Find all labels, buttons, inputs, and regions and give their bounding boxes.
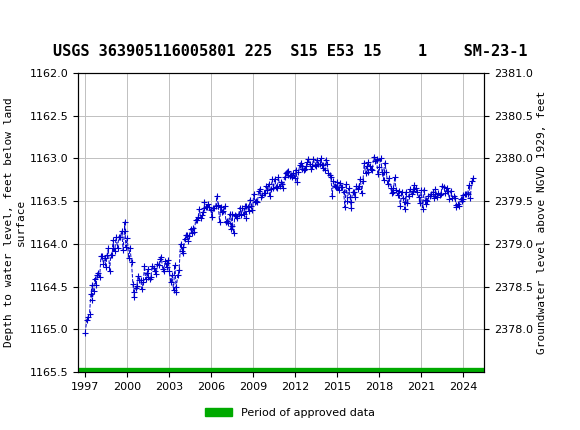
Legend: Period of approved data: Period of approved data (200, 403, 380, 422)
Text: USGS 363905116005801 225  S15 E53 15    1    SM-23-1: USGS 363905116005801 225 S15 E53 15 1 SM… (53, 44, 527, 59)
Text: ╳USGS: ╳USGS (9, 12, 63, 33)
Y-axis label: Groundwater level above NGVD 1929, feet: Groundwater level above NGVD 1929, feet (537, 91, 547, 354)
Y-axis label: Depth to water level, feet below land
surface: Depth to water level, feet below land su… (4, 98, 26, 347)
